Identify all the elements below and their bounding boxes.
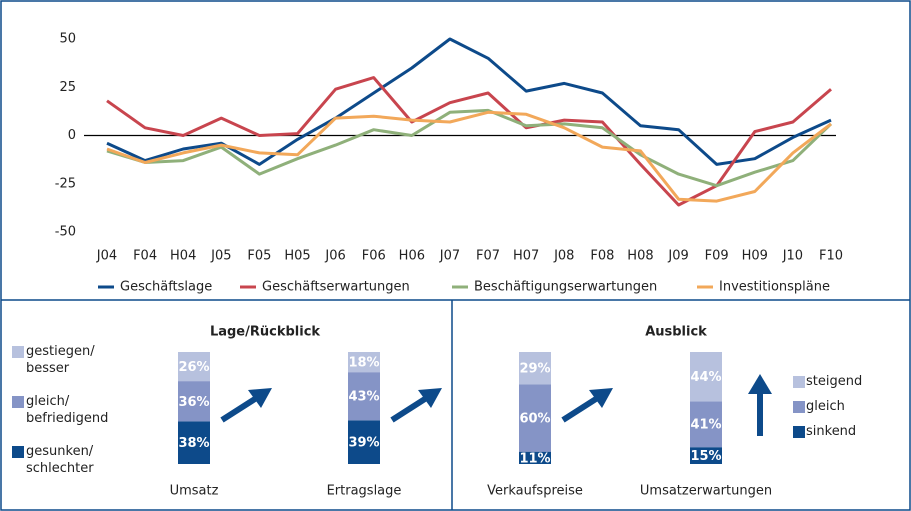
legend-label: sinkend bbox=[806, 424, 857, 439]
x-tick-label: J05 bbox=[210, 249, 231, 264]
y-tick-label: 25 bbox=[59, 80, 76, 95]
series-line bbox=[106, 108, 833, 188]
legend-label: gleich bbox=[806, 399, 845, 414]
x-tick-label: H06 bbox=[399, 249, 425, 264]
value-label: 60% bbox=[519, 412, 550, 427]
bar-segment bbox=[348, 352, 380, 373]
value-label: 29% bbox=[519, 362, 550, 377]
x-tick-label: F10 bbox=[819, 249, 843, 264]
legend-label-box: sinkend bbox=[806, 424, 857, 439]
legend-swatch bbox=[12, 396, 24, 408]
bar-segment bbox=[348, 420, 380, 464]
x-tick-label: J06 bbox=[324, 249, 345, 264]
value-label: 39% bbox=[348, 436, 379, 451]
legend-label: Beschäftigungserwartungen bbox=[474, 280, 657, 295]
x-tick-label: Umsatzerwartungen bbox=[640, 484, 772, 499]
legend-label: gleich/ befriedigend bbox=[26, 394, 109, 426]
bar-segment bbox=[690, 352, 722, 402]
y-tick-label: 0 bbox=[68, 128, 76, 143]
panel-title: Lage/Rückblick bbox=[210, 325, 320, 340]
legend-label: steigend bbox=[806, 374, 863, 389]
legend-label: Geschäftslage bbox=[120, 280, 212, 295]
legend-swatch bbox=[793, 401, 805, 413]
bar-segment bbox=[690, 447, 722, 464]
x-tick-label: Verkaufspreise bbox=[487, 484, 583, 499]
legend-label-box: steigend bbox=[806, 374, 863, 389]
x-tick-label: Umsatz bbox=[170, 484, 219, 499]
x-tick-label: H05 bbox=[284, 249, 310, 264]
bar-segment bbox=[178, 421, 210, 464]
legend-label: gesunken/ schlechter bbox=[26, 444, 94, 476]
y-tick-label: -25 bbox=[55, 176, 76, 191]
x-tick-label: J08 bbox=[553, 249, 574, 264]
legend-swatch bbox=[793, 426, 805, 438]
x-tick-label: J04 bbox=[96, 249, 117, 264]
value-label: 43% bbox=[348, 390, 379, 405]
x-tick-label: H04 bbox=[170, 249, 196, 264]
value-label: 38% bbox=[178, 436, 209, 451]
value-label: 26% bbox=[178, 360, 209, 375]
x-tick-label: J09 bbox=[667, 249, 688, 264]
legend-label-box: gesunken/ schlechter bbox=[26, 444, 94, 476]
bar-segment bbox=[519, 352, 551, 385]
x-tick-label: Ertragslage bbox=[327, 484, 402, 499]
panel-title: Ausblick bbox=[645, 325, 707, 340]
value-label: 36% bbox=[178, 395, 209, 410]
bar-segment bbox=[690, 401, 722, 448]
x-tick-label: F09 bbox=[705, 249, 729, 264]
x-tick-label: H07 bbox=[513, 249, 539, 264]
legend-label-box: gleich bbox=[806, 399, 845, 414]
x-tick-label: J10 bbox=[782, 249, 803, 264]
value-label: 15% bbox=[690, 449, 721, 464]
bar-segment bbox=[519, 384, 551, 452]
value-label: 41% bbox=[690, 418, 721, 433]
legend-label-box: gestiegen/ besser bbox=[26, 344, 95, 376]
series-line bbox=[106, 76, 832, 207]
legend-label: gestiegen/ besser bbox=[26, 344, 95, 376]
arrows bbox=[220, 374, 772, 436]
x-tick-label: F08 bbox=[590, 249, 614, 264]
value-label: 44% bbox=[690, 370, 721, 385]
y-tick-label: -50 bbox=[55, 225, 76, 240]
legend-label-box: gleich/ befriedigend bbox=[26, 394, 109, 426]
x-tick-label: F04 bbox=[133, 249, 157, 264]
x-tick-label: F05 bbox=[247, 249, 271, 264]
y-tick-label: 50 bbox=[59, 32, 76, 47]
bar-segment bbox=[178, 352, 210, 382]
x-tick-label: H09 bbox=[742, 249, 768, 264]
x-tick-label: F07 bbox=[476, 249, 500, 264]
legend-swatch bbox=[12, 446, 24, 458]
legend-label: Geschäftserwartungen bbox=[262, 280, 410, 295]
legend-label: Investitionspläne bbox=[719, 280, 830, 295]
bar-segment bbox=[519, 451, 551, 464]
value-label: 11% bbox=[519, 451, 550, 466]
legend-swatch bbox=[12, 346, 24, 358]
bar-segment bbox=[178, 381, 210, 422]
x-tick-label: H08 bbox=[627, 249, 653, 264]
x-tick-label: F06 bbox=[362, 249, 386, 264]
x-tick-label: J07 bbox=[439, 249, 460, 264]
value-label: 18% bbox=[348, 356, 379, 371]
bar-segment bbox=[348, 372, 380, 421]
series-line bbox=[106, 110, 832, 203]
legend-swatch bbox=[793, 376, 805, 388]
